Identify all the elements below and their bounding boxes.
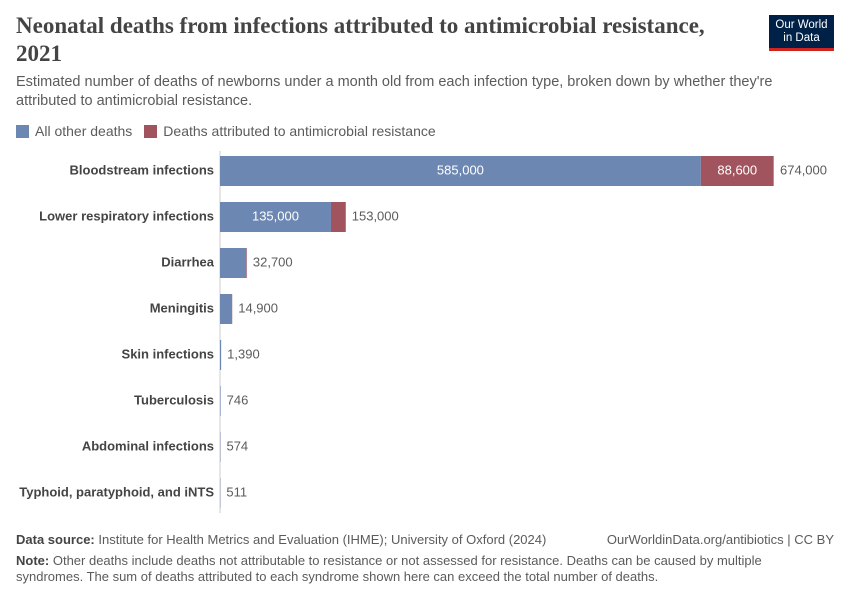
bar-segment: [700, 156, 774, 186]
legend-item[interactable]: All other deaths: [16, 123, 132, 139]
note-label: Note:: [16, 553, 50, 568]
bar-segment: [246, 248, 247, 278]
bar-segment: [220, 294, 233, 324]
total-label: 574: [226, 438, 248, 453]
source: Data source: Institute for Health Metric…: [16, 532, 546, 547]
source-url[interactable]: OurWorldinData.org/antibiotics | CC BY: [606, 532, 834, 547]
bar-segment: [220, 386, 221, 416]
category-label: Abdominal infections: [82, 438, 214, 453]
legend-item[interactable]: Deaths attributed to antimicrobial resis…: [144, 123, 436, 139]
bar-value-label: 585,000: [437, 162, 484, 177]
total-label: 674,000: [780, 162, 827, 177]
total-label: 14,900: [238, 300, 278, 315]
chart: Bloodstream infections 585,000 88,600 674,0…: [19, 151, 827, 513]
bar-value-label: 135,000: [252, 208, 299, 223]
category-label: Tuberculosis: [134, 392, 214, 407]
category-label: Lower respiratory infections: [39, 208, 214, 223]
source-label: Data source:: [16, 532, 95, 547]
category-label: Meningitis: [150, 300, 214, 315]
category-label: Bloodstream infections: [70, 162, 214, 177]
total-label: 32,700: [253, 254, 293, 269]
legend: All other deaths Deaths attributed to ant…: [16, 123, 436, 139]
category-label: Typhoid, paratyphoid, and iNTS: [19, 484, 214, 499]
bar-segment: [220, 202, 331, 232]
legend-swatch: [16, 124, 29, 138]
source-text: Institute for Health Metrics and Evaluat…: [98, 532, 547, 547]
total-label: 746: [227, 392, 249, 407]
note-text: Other deaths include deaths not attribut…: [16, 553, 762, 584]
legend-label: Deaths attributed to antimicrobial resis…: [163, 123, 436, 139]
legend-swatch: [144, 124, 158, 138]
logo[interactable]: Our World in Data: [769, 15, 834, 51]
bar-segment: [220, 156, 701, 186]
category-label: Skin infections: [122, 346, 214, 361]
bar-segment: [220, 248, 247, 278]
category-label: Diarrhea: [161, 254, 215, 269]
bar-segment: [330, 202, 346, 232]
note: Note: Other deaths include deaths not at…: [16, 553, 806, 585]
total-label: 511: [226, 484, 247, 499]
chart-title: Neonatal deaths from infections attribut…: [16, 13, 705, 66]
bar-value-label: 88,600: [717, 162, 757, 177]
chart-subtitle: Estimated number of deaths of newborns u…: [16, 74, 773, 109]
total-label: 1,390: [227, 346, 260, 361]
bar-segment: [220, 340, 222, 370]
total-label: 153,000: [352, 208, 399, 223]
legend-label: All other deaths: [35, 123, 133, 139]
